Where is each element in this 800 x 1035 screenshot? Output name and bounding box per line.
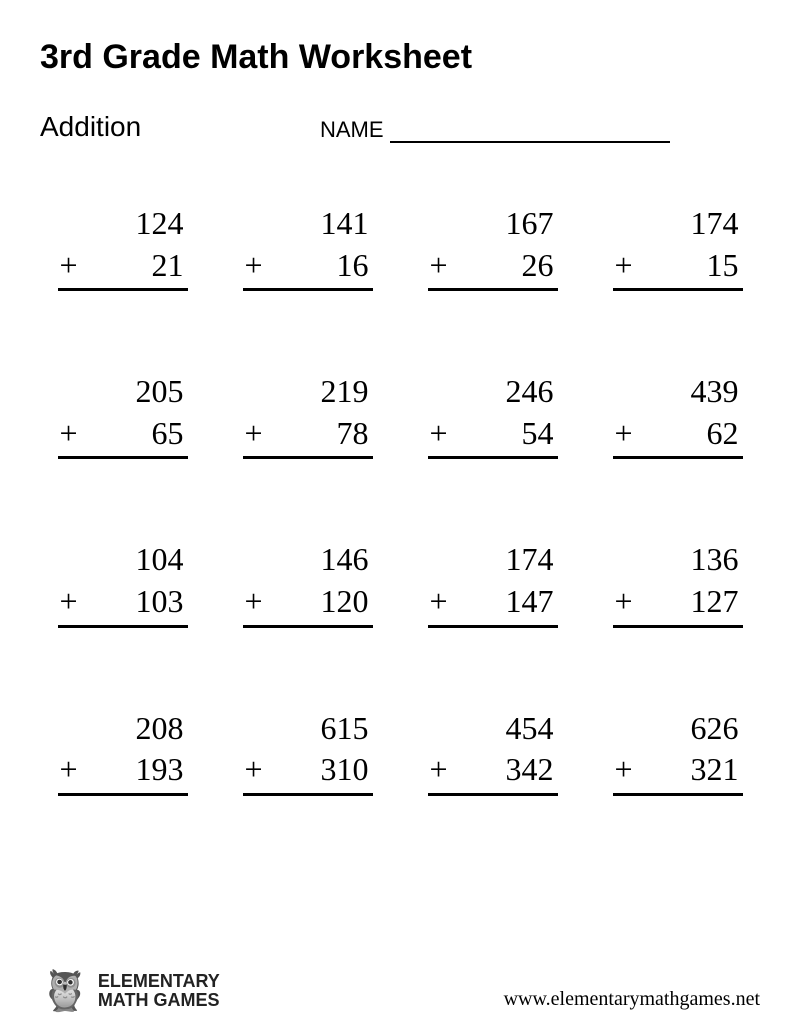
addition-problem: 219+78 (243, 371, 373, 459)
addition-problem: 626+321 (613, 708, 743, 796)
operator: + (613, 245, 633, 287)
addition-problem: 174+15 (613, 203, 743, 291)
addition-problem: 205+65 (58, 371, 188, 459)
operator: + (243, 749, 263, 791)
operator: + (243, 413, 263, 455)
top-operand: 167 (428, 203, 558, 245)
bottom-operand: 342 (506, 749, 554, 791)
top-operand: 615 (243, 708, 373, 750)
addition-problem: 208+193 (58, 708, 188, 796)
top-operand: 146 (243, 539, 373, 581)
operator: + (243, 581, 263, 623)
logo: 🦉 ELEMENTARY MATH GAMES (40, 971, 220, 1011)
addition-problem: 615+310 (243, 708, 373, 796)
addition-problem: 167+26 (428, 203, 558, 291)
operator: + (58, 245, 78, 287)
top-operand: 174 (428, 539, 558, 581)
operator: + (613, 749, 633, 791)
bottom-row: +193 (58, 749, 188, 796)
owl-icon: 🦉 (40, 971, 90, 1011)
bottom-operand: 193 (136, 749, 184, 791)
addition-problem: 439+62 (613, 371, 743, 459)
top-operand: 208 (58, 708, 188, 750)
addition-problem: 146+120 (243, 539, 373, 627)
bottom-row: +120 (243, 581, 373, 628)
logo-line1: ELEMENTARY (98, 972, 220, 991)
addition-problem: 124+21 (58, 203, 188, 291)
bottom-row: +147 (428, 581, 558, 628)
bottom-operand: 120 (321, 581, 369, 623)
name-input-line[interactable] (390, 119, 670, 143)
top-operand: 246 (428, 371, 558, 413)
operator: + (428, 245, 448, 287)
bottom-row: +26 (428, 245, 558, 292)
operator: + (58, 413, 78, 455)
bottom-operand: 54 (522, 413, 554, 455)
bottom-operand: 321 (691, 749, 739, 791)
addition-problem: 136+127 (613, 539, 743, 627)
bottom-row: +310 (243, 749, 373, 796)
logo-line2: MATH GAMES (98, 991, 220, 1010)
top-operand: 174 (613, 203, 743, 245)
operator: + (613, 581, 633, 623)
bottom-row: +127 (613, 581, 743, 628)
bottom-row: +65 (58, 413, 188, 460)
problems-grid: 124+21141+16167+26174+15205+65219+78246+… (40, 203, 760, 796)
operator: + (613, 413, 633, 455)
bottom-row: +21 (58, 245, 188, 292)
operator: + (428, 749, 448, 791)
top-operand: 124 (58, 203, 188, 245)
top-operand: 141 (243, 203, 373, 245)
top-operand: 104 (58, 539, 188, 581)
top-operand: 205 (58, 371, 188, 413)
operator: + (243, 245, 263, 287)
footer-url: www.elementarymathgames.net (504, 988, 760, 1011)
operator: + (58, 581, 78, 623)
addition-problem: 104+103 (58, 539, 188, 627)
top-operand: 626 (613, 708, 743, 750)
bottom-operand: 21 (152, 245, 184, 287)
top-operand: 136 (613, 539, 743, 581)
footer: 🦉 ELEMENTARY MATH GAMES www.elementaryma… (40, 971, 760, 1011)
bottom-operand: 310 (321, 749, 369, 791)
bottom-row: +15 (613, 245, 743, 292)
addition-problem: 454+342 (428, 708, 558, 796)
bottom-row: +54 (428, 413, 558, 460)
bottom-operand: 103 (136, 581, 184, 623)
bottom-operand: 26 (522, 245, 554, 287)
bottom-operand: 127 (691, 581, 739, 623)
bottom-operand: 16 (337, 245, 369, 287)
addition-problem: 141+16 (243, 203, 373, 291)
operator: + (428, 581, 448, 623)
top-operand: 439 (613, 371, 743, 413)
bottom-operand: 147 (506, 581, 554, 623)
top-operand: 454 (428, 708, 558, 750)
operator: + (58, 749, 78, 791)
logo-text: ELEMENTARY MATH GAMES (98, 972, 220, 1010)
operator: + (428, 413, 448, 455)
bottom-operand: 78 (337, 413, 369, 455)
topic-label: Addition (40, 111, 320, 143)
bottom-row: +342 (428, 749, 558, 796)
bottom-row: +321 (613, 749, 743, 796)
bottom-row: +78 (243, 413, 373, 460)
addition-problem: 246+54 (428, 371, 558, 459)
top-operand: 219 (243, 371, 373, 413)
bottom-row: +103 (58, 581, 188, 628)
bottom-operand: 15 (707, 245, 739, 287)
name-label: NAME (320, 117, 384, 143)
bottom-operand: 65 (152, 413, 184, 455)
subheader-row: Addition NAME (40, 111, 760, 143)
page-title: 3rd Grade Math Worksheet (40, 38, 760, 77)
bottom-row: +16 (243, 245, 373, 292)
addition-problem: 174+147 (428, 539, 558, 627)
bottom-operand: 62 (707, 413, 739, 455)
bottom-row: +62 (613, 413, 743, 460)
